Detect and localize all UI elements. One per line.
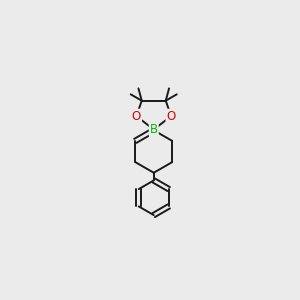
- Text: B: B: [150, 123, 158, 136]
- Text: O: O: [167, 110, 176, 123]
- Text: O: O: [132, 110, 141, 123]
